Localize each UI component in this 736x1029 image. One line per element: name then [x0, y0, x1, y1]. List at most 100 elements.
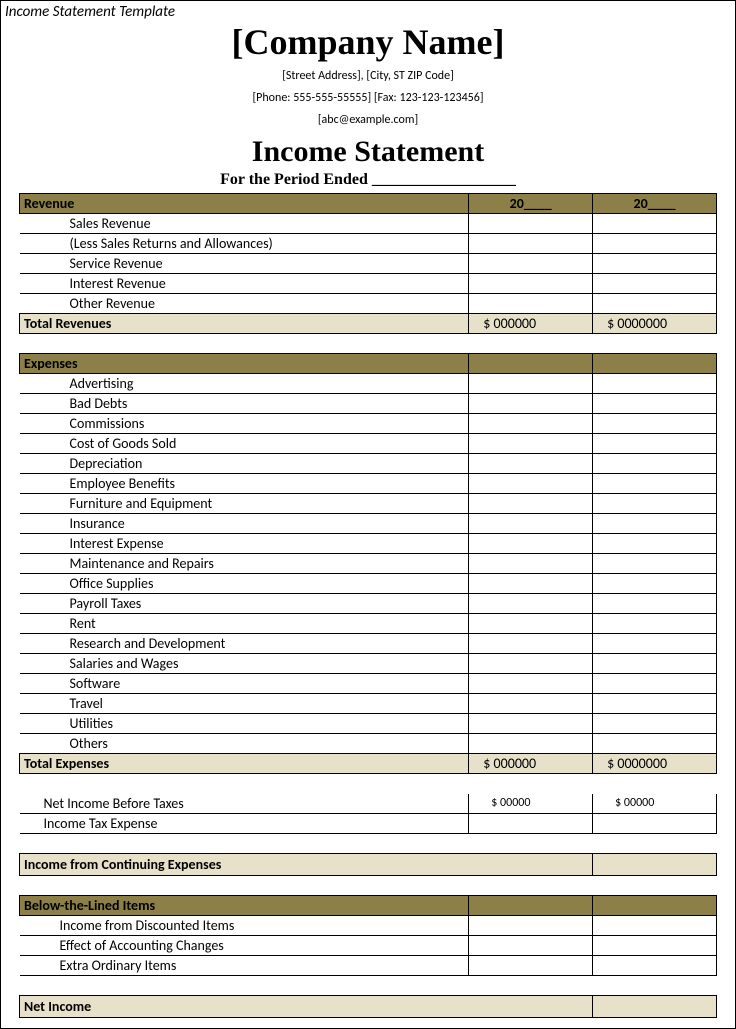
value-cell — [593, 574, 717, 594]
total-expenses-row: Total Expenses $ 000000 $ 0000000 — [20, 754, 717, 774]
total-revenues-row: Total Revenues $ 000000 $ 0000000 — [20, 314, 717, 334]
income-statement-page: Income Statement Template [Company Name]… — [0, 0, 736, 1029]
value-cell — [469, 714, 593, 734]
expense-item-row: Employee Benefits — [20, 474, 717, 494]
income-tax-expense-row: Income Tax Expense — [20, 814, 717, 834]
expense-item-row: Utilities — [20, 714, 717, 734]
revenue-item-row: Service Revenue — [20, 254, 717, 274]
expense-item-label: Travel — [20, 694, 469, 714]
value-cell — [593, 394, 717, 414]
expense-item-row: Cost of Goods Sold — [20, 434, 717, 454]
document-title: Income Statement — [1, 135, 735, 169]
below-line-header: Below-the-Lined Items — [20, 896, 469, 916]
total-revenues-v2: $ 0000000 — [593, 314, 717, 334]
expense-item-row: Office Supplies — [20, 574, 717, 594]
value-cell — [593, 294, 717, 314]
phone-fax: [Phone: 555-555-55555] [Fax: 123-123-123… — [1, 89, 735, 107]
value-cell — [593, 594, 717, 614]
below-item-row: Extra Ordinary Items — [20, 956, 717, 976]
total-expenses-v2: $ 0000000 — [593, 754, 717, 774]
value-cell — [593, 494, 717, 514]
expense-item-label: Utilities — [20, 714, 469, 734]
value-cell — [593, 534, 717, 554]
total-revenues-label: Total Revenues — [20, 314, 469, 334]
expense-item-label: Research and Development — [20, 634, 469, 654]
expense-item-label: Maintenance and Repairs — [20, 554, 469, 574]
value-cell — [469, 594, 593, 614]
net-before-label: Net Income Before Taxes — [20, 794, 469, 814]
value-cell — [593, 956, 717, 976]
income-tax-label: Income Tax Expense — [20, 814, 469, 834]
value-cell — [593, 734, 717, 754]
expense-item-row: Depreciation — [20, 454, 717, 474]
value-cell — [469, 574, 593, 594]
revenue-item-label: Service Revenue — [20, 254, 469, 274]
expense-item-row: Maintenance and Repairs — [20, 554, 717, 574]
value-cell — [593, 214, 717, 234]
value-cell — [593, 554, 717, 574]
value-cell — [469, 956, 593, 976]
below-line-header-row: Below-the-Lined Items — [20, 896, 717, 916]
expense-item-row: Research and Development — [20, 634, 717, 654]
value-cell — [469, 214, 593, 234]
value-cell — [593, 916, 717, 936]
revenue-item-row: Sales Revenue — [20, 214, 717, 234]
expense-item-label: Furniture and Equipment — [20, 494, 469, 514]
value-cell — [469, 734, 593, 754]
value-cell — [469, 554, 593, 574]
value-cell — [469, 434, 593, 454]
value-cell — [593, 234, 717, 254]
expenses-header: Expenses — [20, 354, 469, 374]
below-item-row: Effect of Accounting Changes — [20, 936, 717, 956]
expense-item-label: Bad Debts — [20, 394, 469, 414]
value-cell — [469, 474, 593, 494]
value-cell — [593, 434, 717, 454]
expense-item-label: Insurance — [20, 514, 469, 534]
expense-item-row: Commissions — [20, 414, 717, 434]
revenue-item-row: Other Revenue — [20, 294, 717, 314]
expense-item-label: Salaries and Wages — [20, 654, 469, 674]
value-cell — [469, 634, 593, 654]
revenue-item-label: Interest Revenue — [20, 274, 469, 294]
total-expenses-v1: $ 000000 — [469, 754, 593, 774]
value-cell — [469, 514, 593, 534]
total-expenses-label: Total Expenses — [20, 754, 469, 774]
value-cell — [593, 254, 717, 274]
continuing-label: Income from Continuing Expenses — [20, 854, 469, 876]
template-tag: Income Statement Template — [5, 3, 175, 21]
expense-item-row: Travel — [20, 694, 717, 714]
value-cell — [593, 634, 717, 654]
value-cell — [593, 674, 717, 694]
expense-item-row: Advertising — [20, 374, 717, 394]
expense-item-label: Others — [20, 734, 469, 754]
value-cell — [593, 714, 717, 734]
value-cell — [593, 614, 717, 634]
value-cell — [593, 936, 717, 956]
company-name: [Company Name] — [1, 21, 735, 63]
net-income-label: Net Income — [20, 996, 469, 1018]
value-cell — [593, 454, 717, 474]
expense-item-label: Commissions — [20, 414, 469, 434]
expense-item-label: Interest Expense — [20, 534, 469, 554]
expense-item-row: Rent — [20, 614, 717, 634]
expense-item-label: Rent — [20, 614, 469, 634]
net-income-row: Net Income — [20, 996, 717, 1018]
street-address: [Street Address], [City, ST ZIP Code] — [1, 67, 735, 85]
document-header: [Company Name] [Street Address], [City, … — [1, 1, 735, 189]
value-cell — [469, 394, 593, 414]
period-ended: For the Period Ended __________________ — [1, 171, 735, 189]
income-statement-table: Revenue 20____ 20____ Sales Revenue(Less… — [19, 193, 717, 1018]
expense-item-row: Payroll Taxes — [20, 594, 717, 614]
expense-item-label: Payroll Taxes — [20, 594, 469, 614]
expense-item-row: Salaries and Wages — [20, 654, 717, 674]
value-cell — [469, 654, 593, 674]
value-cell — [469, 254, 593, 274]
revenue-item-row: Interest Revenue — [20, 274, 717, 294]
expenses-header-row: Expenses — [20, 354, 717, 374]
net-before-v2: $ 00000 — [593, 794, 717, 814]
net-before-v1: $ 00000 — [469, 794, 593, 814]
expense-item-row: Furniture and Equipment — [20, 494, 717, 514]
expense-item-row: Interest Expense — [20, 534, 717, 554]
value-cell — [469, 374, 593, 394]
value-cell — [469, 414, 593, 434]
